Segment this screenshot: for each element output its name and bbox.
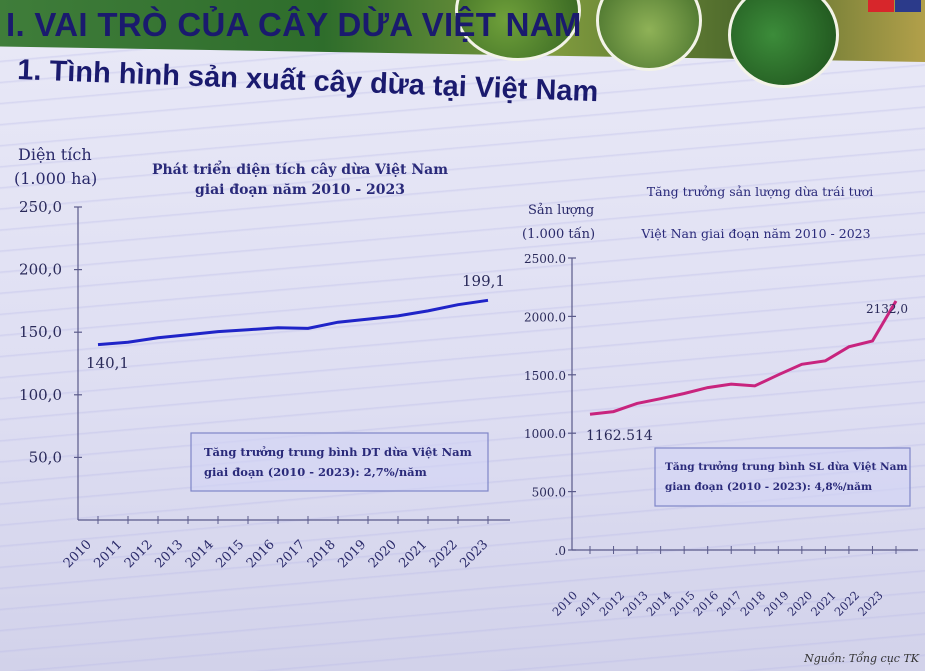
y-tick-label: 250,0 bbox=[19, 198, 62, 216]
y-tick-label: 1500.0 bbox=[524, 369, 566, 383]
x-tick-label: 2011 bbox=[91, 537, 125, 571]
chart2-title-line2: Việt Nan giai đoạn năm 2010 - 2023 bbox=[640, 226, 870, 241]
x-tick-label: 2023 bbox=[855, 588, 886, 619]
y-tick-label: 2500.0 bbox=[524, 252, 566, 266]
chart2-first-label: 1162.514 bbox=[586, 428, 653, 444]
chart1-note-box bbox=[190, 432, 489, 492]
x-tick-label: 2021 bbox=[808, 588, 839, 619]
chart2-production-series-line bbox=[589, 300, 898, 416]
x-tick-label: 2014 bbox=[183, 537, 217, 571]
x-tick-label: 2021 bbox=[396, 537, 430, 571]
x-tick-label: 2019 bbox=[335, 537, 369, 571]
x-tick-label: 2019 bbox=[761, 588, 792, 619]
chart1-ylabel-line2: (1.000 ha) bbox=[14, 169, 97, 188]
y-tick-label: 500.0 bbox=[532, 486, 566, 500]
x-tick-label: 2022 bbox=[832, 588, 863, 619]
chart-production: Tăng trưởng sản lượng dừa trái tươi Việt… bbox=[522, 184, 918, 619]
chart1-note-line1: Tăng trưởng trung bình DT dừa Việt Nam bbox=[204, 445, 472, 459]
y-tick-label: 1000.0 bbox=[524, 427, 566, 441]
chart1-first-label: 140,1 bbox=[86, 354, 129, 372]
x-tick-label: 2015 bbox=[667, 588, 698, 619]
y-tick-label: 100,0 bbox=[19, 386, 62, 404]
y-tick-label: 150,0 bbox=[19, 323, 62, 341]
x-tick-label: 2017 bbox=[714, 588, 745, 619]
chart1-note-line2: giai đoạn (2010 - 2023): 2,7%/năm bbox=[204, 465, 427, 479]
x-tick-label: 2012 bbox=[597, 588, 628, 619]
chart2-ylabel-line2: (1.000 tấn) bbox=[522, 226, 595, 242]
chart2-note-line2: gian đoạn (2010 - 2023): 4,8%/năm bbox=[665, 481, 872, 493]
x-tick-label: 2017 bbox=[274, 537, 308, 571]
y-tick-label: 2000.0 bbox=[524, 310, 566, 324]
y-tick-label: .0 bbox=[555, 544, 566, 558]
y-tick-label: 200,0 bbox=[19, 261, 62, 279]
x-tick-label: 2012 bbox=[122, 537, 156, 571]
chart1-title-line2: giai đoạn năm 2010 - 2023 bbox=[195, 182, 405, 198]
x-tick-label: 2022 bbox=[427, 537, 461, 571]
chart-area: Phát triển diện tích cây dừa Việt Nam gi… bbox=[14, 145, 510, 571]
y-tick-label: 50,0 bbox=[29, 448, 62, 466]
x-tick-label: 2020 bbox=[785, 588, 816, 619]
x-tick-label: 2013 bbox=[620, 588, 651, 619]
chart1-ylabel-line1: Diện tích bbox=[18, 145, 92, 164]
x-tick-label: 2014 bbox=[644, 588, 675, 619]
x-tick-label: 2023 bbox=[457, 537, 491, 571]
source-note: Nguồn: Tổng cục TK bbox=[804, 652, 919, 665]
x-tick-label: 2010 bbox=[550, 588, 581, 619]
x-tick-label: 2015 bbox=[213, 537, 247, 571]
chart2-note-line1: Tăng trưởng trung bình SL dừa Việt Nam bbox=[665, 460, 908, 473]
chart2-title-line1: Tăng trưởng sản lượng dừa trái tươi bbox=[647, 184, 873, 199]
chart2-ylabel-line1: Sản lượng bbox=[528, 203, 594, 218]
x-tick-label: 2018 bbox=[738, 588, 769, 619]
x-tick-label: 2010 bbox=[61, 537, 95, 571]
chart2-last-label: 2132,0 bbox=[866, 302, 908, 316]
x-tick-label: 2016 bbox=[244, 537, 278, 571]
x-tick-label: 2013 bbox=[152, 537, 186, 571]
farm-photo-3 bbox=[728, 0, 839, 88]
flag-icon-2 bbox=[895, 0, 921, 12]
chart2-note-box bbox=[654, 447, 911, 507]
chart1-title-line1: Phát triển diện tích cây dừa Việt Nam bbox=[152, 160, 448, 178]
slide-title: I. VAI TRÒ CỦA CÂY DỪA VIỆT NAM bbox=[6, 6, 582, 43]
flag-icon bbox=[868, 0, 894, 12]
chart1-area-series-line bbox=[97, 298, 489, 347]
x-tick-label: 2018 bbox=[305, 537, 339, 571]
chart1-last-label: 199,1 bbox=[462, 272, 505, 290]
x-tick-label: 2011 bbox=[573, 588, 604, 619]
x-tick-label: 2020 bbox=[366, 537, 400, 571]
x-tick-label: 2016 bbox=[691, 588, 722, 619]
